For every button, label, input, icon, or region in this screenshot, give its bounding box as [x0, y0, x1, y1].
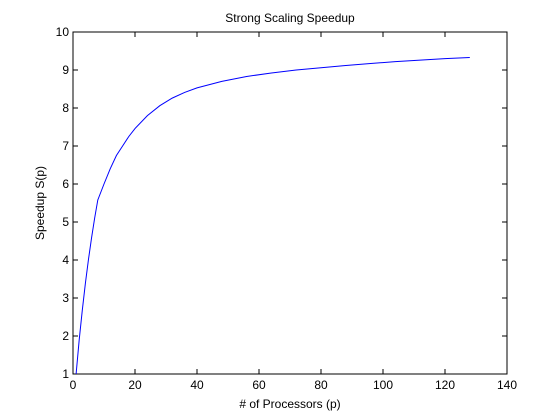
- y-tick-label: 9: [62, 63, 69, 77]
- x-tick-label: 60: [252, 378, 266, 392]
- x-tick-label: 120: [435, 378, 455, 392]
- chart-title: Strong Scaling Speedup: [225, 11, 355, 25]
- x-tick-label: 0: [70, 378, 77, 392]
- x-axis-label: # of Processors (p): [239, 397, 340, 411]
- x-tick-label: 20: [128, 378, 142, 392]
- y-tick-label: 8: [62, 101, 69, 115]
- y-tick-label: 1: [62, 367, 69, 381]
- y-tick-label: 4: [62, 253, 69, 267]
- x-tick-label: 80: [314, 378, 328, 392]
- y-tick-label: 7: [62, 139, 69, 153]
- x-tick-label: 100: [373, 378, 393, 392]
- y-tick-label: 3: [62, 291, 69, 305]
- y-tick-label: 2: [62, 329, 69, 343]
- plot-area: [73, 32, 507, 374]
- y-tick-label: 10: [56, 25, 70, 39]
- x-tick-label: 140: [497, 378, 517, 392]
- y-tick-label: 6: [62, 177, 69, 191]
- y-axis-label: Speedup S(p): [33, 166, 47, 240]
- x-tick-label: 40: [190, 378, 204, 392]
- y-tick-label: 5: [62, 215, 69, 229]
